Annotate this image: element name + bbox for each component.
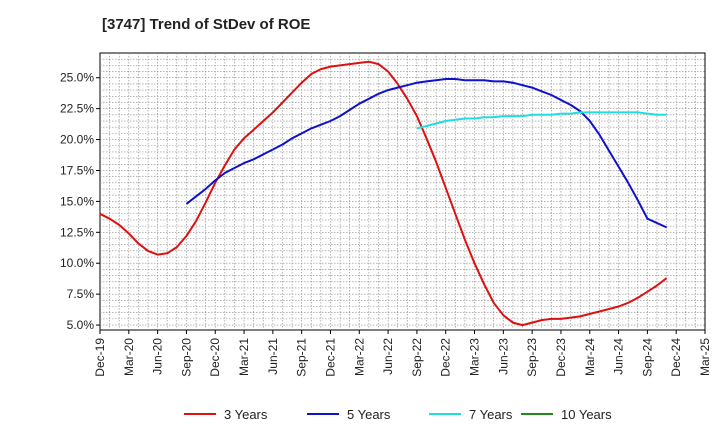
y-tick-label: 22.5% xyxy=(60,102,94,116)
y-tick-label: 20.0% xyxy=(60,133,94,147)
x-tick-label: Mar-24 xyxy=(583,338,597,376)
x-tick-label: Jun-23 xyxy=(496,338,510,375)
x-tick-label: Dec-21 xyxy=(323,338,337,377)
x-tick-label: Jun-21 xyxy=(266,338,280,375)
x-tick-label: Jun-22 xyxy=(381,338,395,375)
y-tick-label: 7.5% xyxy=(67,287,95,301)
x-tick-label: Mar-21 xyxy=(237,338,251,376)
legend-label-1: 3 Years xyxy=(224,407,268,422)
y-tick-label: 10.0% xyxy=(60,256,94,270)
x-tick-label: Dec-20 xyxy=(208,338,222,377)
x-tick-label: Dec-22 xyxy=(439,338,453,377)
x-tick-label: Sep-23 xyxy=(525,338,539,377)
plot-area xyxy=(99,52,706,331)
y-tick-label: 15.0% xyxy=(60,194,94,208)
series-lines xyxy=(99,60,668,327)
x-tick-label: Sep-22 xyxy=(410,338,424,377)
legend-label-4: 10 Years xyxy=(561,407,612,422)
x-tick-label: Mar-25 xyxy=(698,338,712,376)
x-tick-label: Sep-24 xyxy=(640,338,654,377)
series-line-1 xyxy=(99,60,668,327)
x-tick-label: Dec-19 xyxy=(93,338,107,377)
legend-label-3: 7 Years xyxy=(469,407,513,422)
y-tick-label: 12.5% xyxy=(60,225,94,239)
x-tick-label: Jun-24 xyxy=(612,338,626,375)
x-tick-label: Mar-22 xyxy=(352,338,366,376)
series-line-2 xyxy=(185,78,668,229)
series-line-3 xyxy=(416,111,667,130)
x-tick-label: Sep-20 xyxy=(179,338,193,377)
x-axis-ticks: Dec-19 Mar-20 Jun-20 Sep-20 Dec-20 Mar-21 Jun-… xyxy=(93,330,712,377)
y-tick-label: 17.5% xyxy=(60,163,94,177)
x-tick-label: Dec-23 xyxy=(554,338,568,377)
grid-lines xyxy=(100,53,705,330)
legend: 3 Years 5 Years 7 Years 10 Years xyxy=(184,407,612,422)
y-tick-label: 25.0% xyxy=(60,71,94,85)
x-tick-label: Sep-21 xyxy=(295,338,309,377)
x-tick-label: Jun-20 xyxy=(151,338,165,375)
y-tick-label: 5.0% xyxy=(67,318,95,332)
y-axis-ticks: 5.0% 7.5% 10.0% 12.5% 15.0% 17.5% 20.0% 22.5% 25… xyxy=(60,71,100,332)
x-tick-label: Dec-24 xyxy=(669,338,683,377)
legend-label-2: 5 Years xyxy=(347,407,391,422)
x-tick-label: Mar-23 xyxy=(468,338,482,376)
chart-title: [3747] Trend of StDev of ROE xyxy=(102,16,311,33)
x-tick-label: Mar-20 xyxy=(122,338,136,376)
